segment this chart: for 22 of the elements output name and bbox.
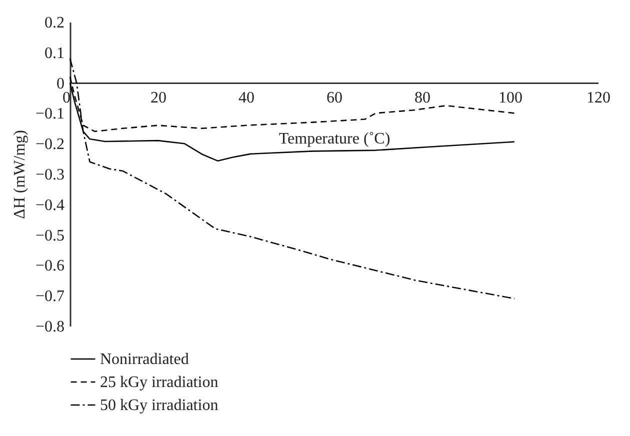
y-tick-label: −0.7 bbox=[35, 288, 64, 306]
x-tick-label: 40 bbox=[238, 89, 254, 106]
y-axis-title: ΔH (mW/mg) bbox=[11, 130, 28, 219]
y-tick-label: −0.6 bbox=[35, 258, 64, 275]
legend-label: Nonirradiated bbox=[100, 351, 189, 368]
x-tick-label: 120 bbox=[586, 89, 610, 106]
x-tick-label: 20 bbox=[150, 89, 166, 106]
y-tick-label: 0.1 bbox=[44, 44, 64, 62]
x-axis-title: Temperature (˚C) bbox=[278, 130, 390, 148]
y-tick-label: 0.2 bbox=[44, 14, 64, 32]
legend-label: 25 kGy irradiation bbox=[100, 374, 218, 391]
legend-label: 50 kGy irradiation bbox=[100, 397, 218, 414]
x-tick-label: 100 bbox=[498, 89, 522, 106]
y-tick-label: 0 bbox=[56, 75, 64, 92]
y-tick-label: −0.5 bbox=[35, 227, 64, 244]
y-tick-label: −0.8 bbox=[35, 318, 64, 336]
x-tick-label: 80 bbox=[414, 89, 430, 106]
y-tick-label: −0.4 bbox=[35, 196, 64, 214]
y-tick-label: −0.2 bbox=[35, 136, 64, 154]
y-tick-label: −0.1 bbox=[35, 106, 64, 123]
x-tick-label: 60 bbox=[326, 89, 342, 106]
y-tick-label: −0.3 bbox=[35, 166, 64, 184]
